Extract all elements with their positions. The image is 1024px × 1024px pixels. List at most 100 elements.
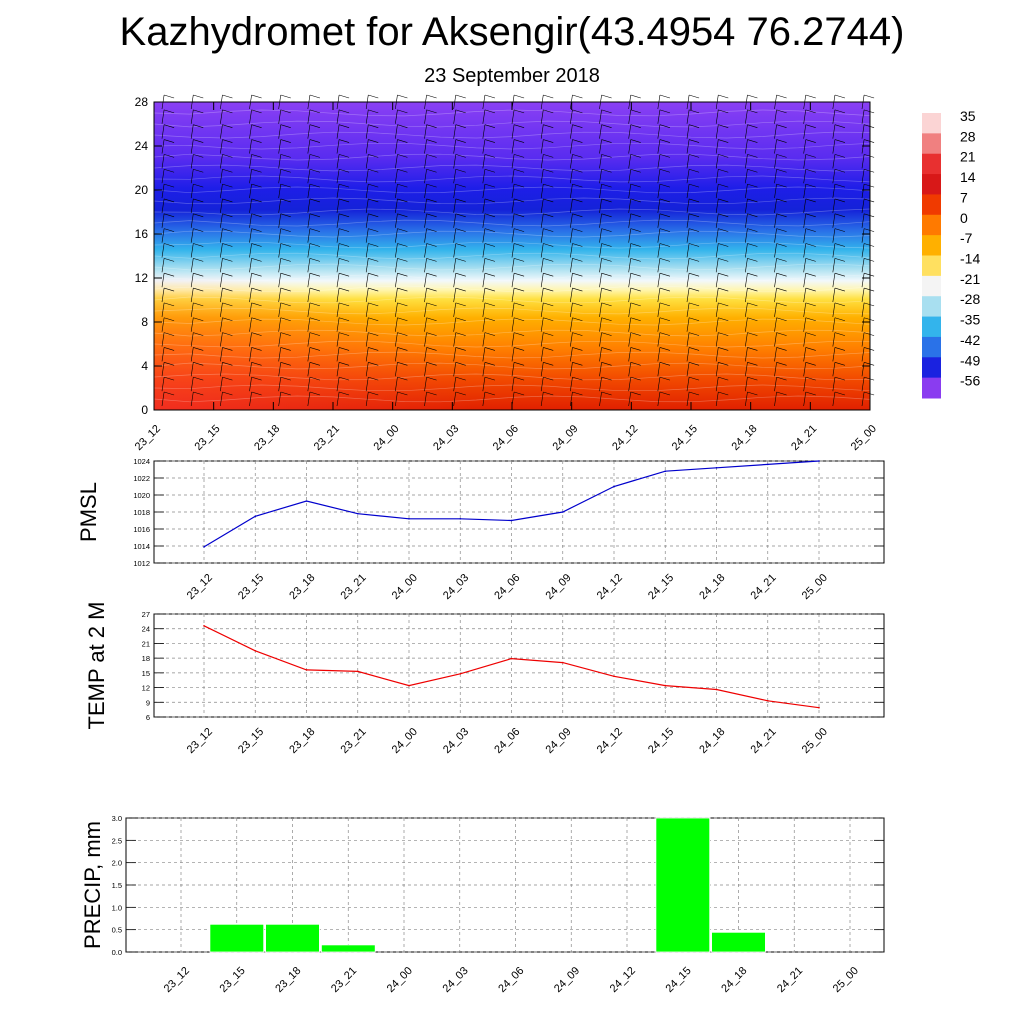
wind-barb: [774, 258, 777, 273]
wind-barb-flag: [455, 198, 466, 203]
wind-barb-flag: [309, 109, 321, 114]
wind-barb: [861, 258, 865, 273]
wind-barb-flag: [601, 287, 612, 292]
data-point: [357, 670, 359, 673]
wind-barb: [278, 184, 282, 199]
wind-barb-flag: [776, 139, 787, 143]
wind-barb-flag: [514, 213, 525, 218]
data-point: [664, 470, 667, 473]
x-tick-label: 25_00: [800, 726, 830, 756]
wind-barb: [599, 228, 602, 243]
wind-barb: [803, 169, 807, 184]
wind-barb-flag: [543, 362, 554, 366]
wind-barb: [336, 332, 340, 347]
wind-barb: [715, 391, 719, 407]
wind-barb: [307, 154, 311, 169]
wind-barb-flag: [776, 243, 787, 247]
wind-barb: [599, 302, 602, 317]
wind-barb-flag: [689, 272, 700, 277]
wind-barb-flag: [776, 213, 787, 218]
wind-barb: [278, 228, 282, 243]
wind-barb: [190, 362, 194, 377]
wind-barb-flag: [747, 228, 758, 232]
wind-barb: [453, 154, 457, 169]
wind-barb-flag: [834, 347, 846, 351]
wind-barb: [774, 317, 777, 332]
wind-barb-flag: [426, 332, 437, 336]
data-point: [459, 673, 462, 675]
wind-barb: [336, 213, 340, 228]
wind-barb-flag: [747, 317, 758, 322]
wind-barb: [540, 169, 544, 184]
wind-barb-flag: [251, 332, 262, 336]
wind-barb-flag: [164, 168, 175, 173]
wind-barb-flag: [601, 317, 612, 322]
wind-barb: [424, 243, 427, 258]
wind-barb: [570, 317, 573, 332]
wind-barb-flag: [426, 183, 437, 188]
wind-barb-flag: [514, 183, 525, 188]
wind-barb: [715, 377, 719, 392]
wind-barb: [395, 198, 398, 213]
wind-barb: [511, 228, 515, 243]
wind-barb: [861, 347, 865, 362]
wind-barb: [628, 347, 632, 362]
wind-barb-flag: [339, 347, 350, 351]
wind-barb-flag: [776, 376, 787, 381]
wind-barb: [161, 139, 165, 154]
data-point: [510, 519, 513, 522]
wind-barb: [570, 213, 573, 228]
wind-barb: [220, 258, 223, 273]
wind-barb: [715, 258, 719, 273]
wind-barb-flag: [834, 94, 846, 99]
wind-barb-flag: [397, 302, 408, 307]
wind-barb: [511, 213, 515, 228]
wind-barb-flag: [193, 376, 204, 381]
wind-barb-flag: [164, 287, 175, 292]
wind-barb-flag: [543, 183, 554, 188]
x-tick-label: 23_15: [218, 965, 248, 995]
wind-barb-flag: [455, 243, 466, 247]
wind-barb-flag: [339, 139, 350, 143]
wind-barb-flag: [514, 362, 525, 366]
wind-barb-flag: [397, 332, 408, 336]
wind-barb: [599, 258, 602, 273]
x-tick-label: 24_18: [729, 423, 759, 453]
wind-barb: [249, 391, 252, 407]
wind-barb-flag: [718, 376, 729, 381]
wind-barb: [628, 154, 632, 169]
wind-barb-flag: [222, 243, 233, 247]
colorbar-swatch: [922, 194, 941, 216]
wind-barb: [336, 288, 340, 303]
colorbar-label: -56: [960, 373, 980, 389]
wind-barb: [803, 213, 807, 228]
wind-barb: [599, 332, 602, 347]
wind-barb: [657, 258, 661, 273]
y-tick-label: 2.0: [112, 859, 122, 868]
wind-barb-flag: [455, 302, 466, 307]
wind-barb-flag: [484, 362, 496, 366]
wind-barb-flag: [251, 94, 262, 99]
wind-barb: [453, 228, 457, 243]
wind-barb: [832, 228, 836, 243]
wind-barb: [395, 169, 398, 184]
wind-barb-flag: [455, 258, 466, 262]
wind-barb: [628, 332, 632, 347]
wind-barb: [336, 377, 340, 392]
wind-barb-flag: [251, 287, 262, 292]
wind-barb-flag: [426, 302, 437, 307]
wind-barb: [628, 213, 632, 228]
wind-barb: [482, 154, 486, 169]
wind-barb-flag: [280, 332, 291, 336]
wind-barb-flag: [164, 272, 175, 277]
wind-barb-flag: [426, 362, 437, 366]
wind-barb-flag: [222, 287, 233, 292]
wind-barb-flag: [689, 198, 700, 203]
wind-barb-flag: [805, 124, 816, 128]
precip-bar: [655, 817, 711, 953]
wind-barb-flag: [222, 228, 233, 232]
wind-barb: [424, 362, 427, 377]
wind-barb-flag: [309, 376, 321, 381]
wind-barb: [657, 302, 661, 317]
wind-barb: [190, 124, 194, 139]
